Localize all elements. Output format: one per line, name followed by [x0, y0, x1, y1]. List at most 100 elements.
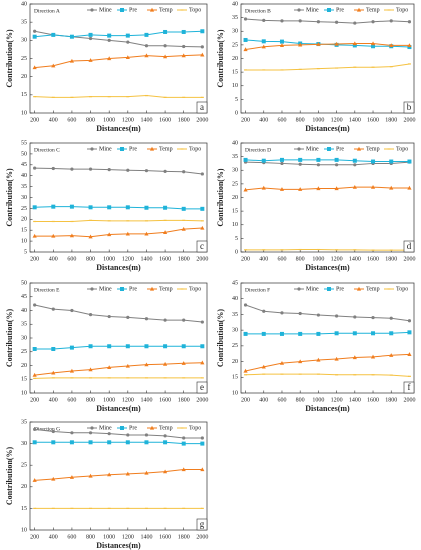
legend-label: Mine	[99, 425, 112, 431]
marker	[88, 431, 93, 435]
x-tick-label: 400	[49, 397, 58, 403]
marker	[298, 311, 302, 316]
x-axis-label: Distances(m)	[96, 263, 141, 272]
series-line	[34, 95, 203, 98]
marker	[279, 331, 284, 336]
marker	[144, 53, 149, 58]
marker	[334, 356, 339, 361]
marker	[280, 311, 284, 315]
series-line	[245, 331, 410, 335]
x-tick-label: 600	[277, 397, 286, 403]
marker	[334, 186, 339, 191]
marker	[279, 187, 285, 191]
marker	[334, 331, 339, 336]
marker	[120, 8, 124, 12]
marker	[51, 476, 56, 481]
panel-label-box	[196, 240, 208, 253]
y-tick-label: 10	[232, 390, 238, 396]
marker	[353, 21, 357, 25]
y-tick-label: 35	[232, 154, 238, 160]
marker	[353, 315, 357, 319]
panel: 5 10 15 20 25 30 35 40 45 50 55 200 400 600 800 1000 120…	[5, 140, 209, 271]
marker	[407, 43, 412, 48]
marker	[107, 232, 112, 237]
legend-label: Mine	[306, 286, 319, 292]
marker	[181, 441, 186, 446]
marker	[243, 303, 248, 307]
y-tick-label: 25	[21, 56, 27, 62]
legend-label: Topo	[189, 425, 201, 431]
marker	[144, 32, 149, 37]
y-tick-label: 30	[21, 335, 27, 341]
panel-label: e	[200, 382, 204, 392]
y-tick-label: 45	[21, 162, 27, 168]
marker	[126, 433, 130, 437]
y-tick-label: 20	[21, 74, 27, 80]
x-tick-label: 800	[86, 397, 95, 403]
marker	[88, 234, 93, 239]
series-line	[245, 18, 410, 24]
y-tick-label: 40	[21, 1, 27, 7]
x-tick-label: 600	[67, 117, 76, 123]
marker	[126, 168, 130, 172]
marker	[51, 63, 56, 68]
marker	[125, 363, 130, 368]
marker	[107, 432, 111, 436]
y-tick-label: 15	[232, 70, 238, 76]
legend-label: Topo	[396, 146, 408, 152]
marker	[149, 425, 155, 430]
y-tick-label: 25	[21, 463, 27, 469]
marker	[334, 41, 339, 46]
marker	[107, 365, 112, 370]
marker	[32, 347, 37, 351]
panel-label-box	[196, 381, 208, 394]
marker	[335, 314, 339, 318]
panel-title: Direction B	[245, 8, 271, 14]
marker	[88, 58, 93, 62]
y-tick-label: 40	[232, 296, 238, 302]
marker	[149, 146, 155, 151]
marker	[200, 45, 204, 49]
marker	[200, 441, 205, 446]
x-tick-label: 800	[296, 256, 305, 262]
marker	[243, 17, 248, 21]
x-tick-label: 2000	[196, 534, 208, 540]
marker	[182, 436, 186, 440]
panel: 0 5 10 15 20 25 30 35 40 200 400 600 800 1000 1200 1400…	[216, 140, 416, 271]
x-tick-label: 1600	[159, 397, 171, 403]
marker	[316, 331, 321, 336]
x-tick-label: 800	[296, 117, 305, 123]
marker	[107, 440, 112, 445]
x-tick-label: 1400	[140, 397, 152, 403]
y-axis-label: Contribution(%)	[5, 309, 14, 368]
y-tick-label: 30	[232, 29, 238, 35]
marker	[261, 185, 266, 190]
y-tick-label: 10	[232, 222, 238, 228]
legend-label: Topo	[189, 286, 201, 292]
marker	[69, 204, 74, 209]
marker	[352, 331, 357, 336]
y-tick-label: 15	[21, 92, 27, 98]
legend-label: Pre	[336, 7, 344, 13]
x-tick-label: 200	[241, 117, 250, 123]
panel-label: f	[408, 382, 411, 392]
x-tick-label: 1400	[349, 256, 361, 262]
x-tick-label: 600	[277, 117, 286, 123]
marker	[162, 469, 168, 474]
x-tick-label: 1200	[122, 397, 134, 403]
x-tick-label: 800	[86, 256, 95, 262]
x-tick-label: 1600	[367, 256, 379, 262]
x-tick-label: 1200	[122, 256, 134, 262]
marker	[262, 18, 266, 22]
panel-title: Direction C	[34, 147, 60, 153]
marker	[163, 29, 168, 34]
marker	[33, 427, 37, 431]
marker	[107, 33, 112, 38]
x-tick-label: 1000	[312, 256, 324, 262]
marker	[69, 34, 74, 39]
x-tick-label: 2000	[196, 256, 208, 262]
legend-label: Pre	[129, 7, 137, 13]
y-tick-label: 25	[232, 181, 238, 187]
marker	[316, 186, 321, 191]
x-tick-label: 1800	[385, 256, 397, 262]
